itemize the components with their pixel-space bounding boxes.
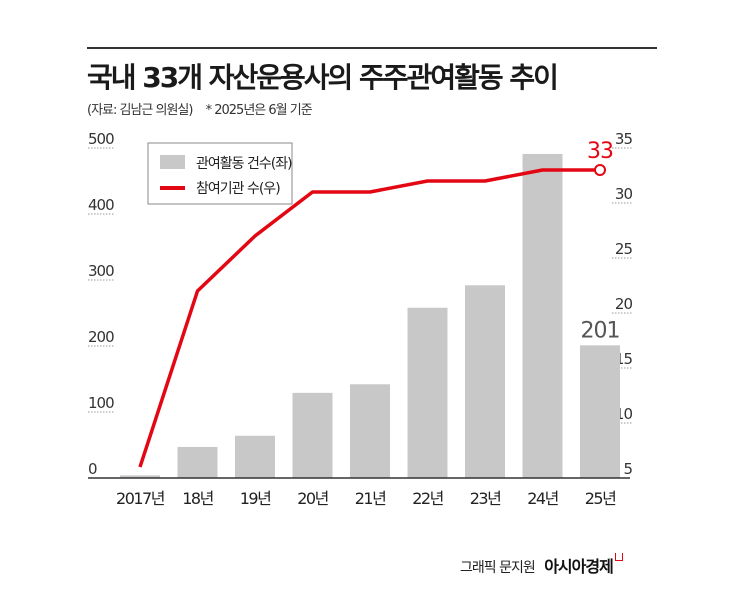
- left-tick-label: 400: [88, 196, 114, 214]
- top-rule: [87, 47, 657, 49]
- source-note: (자료: 김남근 의원실): [87, 103, 193, 118]
- left-tick-label: 500: [88, 130, 114, 148]
- bar-data-label: 201: [581, 318, 620, 343]
- bar: [522, 153, 563, 478]
- x-tick-label: 21년: [355, 489, 386, 508]
- left-tick-label: 0: [88, 460, 97, 478]
- left-tick-label: 200: [88, 328, 114, 346]
- legend-bar-swatch: [160, 155, 185, 169]
- x-tick-label: 22년: [412, 489, 443, 508]
- subtitle: (자료: 김남근 의원실) * 2025년은 6월 기준: [87, 99, 322, 118]
- x-tick-label: 23년: [470, 489, 501, 508]
- bar: [465, 285, 505, 478]
- bar: [120, 475, 160, 478]
- bar: [235, 435, 275, 478]
- bar: [580, 345, 620, 478]
- left-tick-label: 100: [88, 394, 114, 412]
- series-line: [138, 168, 600, 468]
- right-tick-label: 35: [615, 130, 633, 148]
- x-tick-label: 2017년: [116, 489, 165, 508]
- right-tick-label: 25: [615, 240, 633, 258]
- x-tick-label: 24년: [527, 489, 558, 508]
- brand-logo: 아시아경제: [544, 557, 614, 576]
- bar: [407, 307, 448, 478]
- x-tick-label: 20년: [297, 489, 328, 508]
- footer: 그래픽 문지원 아시아경제: [460, 553, 623, 577]
- x-tick-label: 18년: [182, 489, 213, 508]
- line-data-label: 33: [587, 139, 613, 164]
- bar: [292, 392, 333, 478]
- x-tick-label: 19년: [240, 489, 271, 508]
- legend-bar-label: 관여활동 건수(좌): [196, 156, 292, 172]
- chart-title: 국내 33개 자산운용사의 주주관여활동 추이: [87, 61, 559, 94]
- line-end-marker: [594, 164, 606, 176]
- right-tick-label: 20: [615, 295, 633, 313]
- brand-mark-icon: [614, 553, 623, 561]
- right-tick-label: 30: [615, 185, 633, 203]
- bar: [177, 446, 218, 478]
- x-tick-label: 25년: [585, 489, 616, 508]
- right-tick-label: 5: [623, 460, 632, 478]
- legend-box: [147, 142, 293, 205]
- graphic-credit: 그래픽 문지원: [460, 560, 536, 576]
- left-tick-label: 300: [88, 262, 114, 280]
- bar: [350, 384, 390, 478]
- date-note: * 2025년은 6월 기준: [205, 103, 313, 118]
- legend-line-label: 참여기관 수(우): [196, 181, 280, 197]
